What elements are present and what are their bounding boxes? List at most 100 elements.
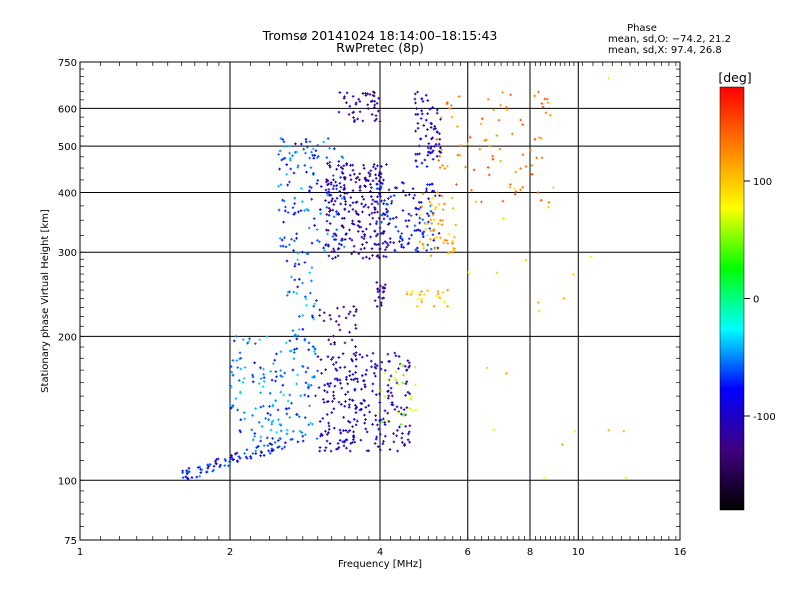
data-point: [417, 207, 421, 211]
data-point: [340, 386, 344, 390]
data-point: [433, 125, 437, 128]
data-point: [400, 436, 404, 440]
data-point: [423, 158, 427, 162]
data-point: [537, 301, 540, 304]
data-point: [376, 254, 380, 257]
data-point: [389, 386, 393, 390]
data-point: [380, 213, 384, 217]
data-point: [308, 140, 312, 144]
data-point: [344, 393, 347, 396]
data-point: [420, 112, 424, 116]
data-point: [388, 237, 392, 240]
x-tick-label: 10: [572, 547, 585, 558]
data-point: [377, 243, 380, 246]
data-point: [397, 367, 400, 370]
data-point: [378, 256, 381, 260]
data-point: [231, 374, 235, 377]
data-point: [403, 444, 406, 447]
data-point: [341, 224, 344, 228]
data-point: [340, 243, 343, 247]
data-point: [323, 449, 327, 452]
data-point: [295, 382, 298, 386]
data-point: [371, 389, 374, 393]
data-point: [364, 94, 368, 97]
data-point: [314, 352, 317, 356]
data-point: [365, 430, 369, 434]
data-point: [404, 194, 408, 197]
data-point: [387, 394, 390, 398]
data-point: [374, 114, 378, 117]
data-point: [293, 262, 297, 266]
data-point: [257, 420, 261, 424]
data-point: [467, 270, 470, 274]
data-point: [383, 394, 387, 398]
data-point: [365, 227, 368, 231]
data-point: [342, 444, 346, 448]
data-point: [336, 254, 340, 258]
data-point: [368, 174, 372, 178]
data-point: [501, 91, 504, 94]
data-point: [332, 174, 335, 177]
data-point: [278, 237, 282, 240]
data-point: [409, 397, 413, 401]
data-point: [372, 94, 376, 98]
data-point: [356, 230, 360, 233]
data-point: [408, 424, 412, 428]
data-point: [540, 156, 544, 160]
data-point: [296, 258, 300, 262]
data-point: [431, 149, 435, 153]
data-point: [364, 406, 368, 409]
data-point: [329, 342, 333, 346]
data-point: [323, 389, 326, 392]
data-point: [310, 186, 313, 190]
data-point: [364, 418, 367, 421]
data-point: [293, 239, 296, 243]
data-point: [376, 210, 379, 214]
data-point: [318, 446, 322, 449]
data-point: [319, 212, 322, 215]
data-point: [337, 400, 341, 404]
data-point: [429, 126, 433, 129]
data-point: [283, 209, 287, 213]
data-point: [519, 188, 522, 192]
data-point: [488, 144, 492, 148]
data-point: [304, 140, 308, 144]
data-point: [354, 365, 358, 368]
data-point: [337, 160, 341, 163]
data-point: [284, 407, 288, 411]
data-point: [324, 188, 328, 192]
phase-stats-x: mean, sd,X: 97.4, 26.8: [608, 45, 722, 56]
data-point: [400, 412, 403, 416]
data-point: [378, 401, 382, 404]
data-point: [413, 92, 417, 96]
data-point: [335, 184, 339, 187]
data-point: [261, 385, 265, 388]
data-point: [363, 421, 367, 425]
data-point: [321, 417, 325, 420]
data-point: [415, 207, 418, 210]
data-point: [279, 137, 283, 140]
data-point: [274, 370, 278, 373]
data-point: [429, 147, 432, 150]
data-point: [336, 447, 340, 451]
data-point: [339, 239, 343, 242]
data-point: [262, 404, 265, 408]
data-point: [328, 164, 331, 167]
data-point: [351, 163, 355, 167]
data-point: [405, 380, 409, 383]
data-point: [336, 247, 340, 251]
data-point: [281, 244, 285, 248]
data-point: [322, 246, 325, 250]
data-point: [308, 271, 312, 275]
data-point: [368, 213, 371, 217]
data-point: [389, 374, 393, 378]
y-tick-labels: 75 100 200 300 400 500 600 750: [58, 58, 77, 547]
data-point: [349, 178, 353, 181]
data-point: [310, 241, 314, 245]
colorbar-tick-label: -100: [753, 412, 776, 423]
data-point: [429, 229, 433, 233]
data-point: [402, 182, 405, 185]
phase-stats-o: mean, sd,O: −74.2, 21.2: [608, 34, 731, 45]
data-point: [389, 195, 393, 199]
data-point: [345, 438, 349, 442]
